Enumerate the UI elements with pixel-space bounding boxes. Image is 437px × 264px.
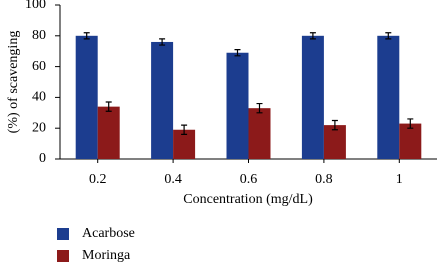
- bar: [301, 35, 324, 159]
- error-bar: [159, 38, 166, 46]
- y-tick-label: 80: [32, 28, 46, 43]
- x-tick-label: 0.6: [240, 172, 258, 187]
- bar: [151, 41, 174, 159]
- bar: [399, 123, 422, 159]
- error-bar: [407, 118, 414, 129]
- bar: [173, 129, 196, 159]
- error-bar: [385, 32, 392, 40]
- x-tick-label: 0.4: [164, 172, 182, 187]
- legend-label: Moringa: [82, 248, 131, 263]
- bar: [248, 108, 271, 159]
- error-bar: [83, 32, 90, 40]
- bar: [377, 35, 400, 159]
- x-tick-label: 0.2: [89, 172, 107, 187]
- bar: [226, 52, 249, 159]
- x-tick-label: 0.8: [315, 172, 333, 187]
- bar: [97, 106, 120, 159]
- x-axis-label: Concentration (mg/dL): [183, 192, 313, 207]
- error-bar: [331, 119, 338, 131]
- error-bar: [105, 101, 112, 112]
- bar: [75, 35, 98, 159]
- y-tick-label: 20: [32, 120, 46, 135]
- legend-label: Acarbose: [82, 226, 135, 241]
- bar: [323, 125, 346, 159]
- y-tick-label: 60: [32, 59, 46, 74]
- y-tick-label: 40: [32, 90, 46, 105]
- y-axis-label: (%) of scavenging: [6, 31, 21, 134]
- error-bar: [181, 124, 188, 135]
- y-tick-label: 100: [25, 0, 46, 12]
- legend-swatch: [57, 250, 69, 262]
- y-tick-label: 0: [39, 151, 46, 166]
- legend-swatch: [57, 228, 69, 240]
- x-tick-label: 1: [396, 172, 403, 187]
- error-bar: [309, 32, 316, 40]
- error-bar: [256, 102, 263, 114]
- error-bar: [234, 49, 241, 57]
